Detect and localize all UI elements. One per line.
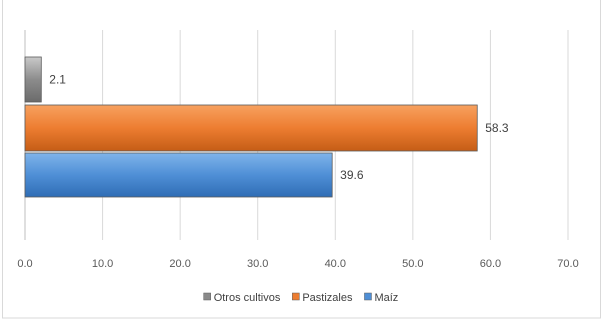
- x-tick-label: 10.0: [92, 258, 113, 270]
- x-tick-label: 60.0: [480, 258, 501, 270]
- legend-swatch-otros-cultivos: [203, 292, 211, 301]
- legend-item-pastizales: Pastizales: [292, 292, 353, 304]
- legend-label-otros-cultivos: Otros cultivos: [214, 292, 281, 304]
- x-tick-label: 30.0: [247, 258, 268, 270]
- x-axis-ticks: 0.0 10.0 20.0 30.0 40.0 50.0 60.0 70.0: [17, 258, 578, 270]
- legend-swatch-maiz: [364, 292, 372, 301]
- legend-item-otros-cultivos: Otros cultivos: [203, 292, 281, 304]
- x-tick-label: 20.0: [169, 258, 190, 270]
- x-tick-label: 0.0: [17, 258, 32, 270]
- bar-maiz: [24, 152, 333, 198]
- legend-item-maiz: Maíz: [364, 292, 398, 304]
- legend-swatch-pastizales: [292, 292, 300, 301]
- x-tick-label: 40.0: [325, 258, 346, 270]
- legend-label-maiz: Maíz: [374, 292, 398, 304]
- bar-pastizales: [24, 104, 478, 152]
- x-tick-label: 70.0: [557, 258, 578, 270]
- data-label-pastizales: 58.3: [485, 121, 509, 135]
- bars: [24, 56, 478, 198]
- data-label-otros-cultivos: 2.1: [49, 73, 66, 87]
- bar-otros-cultivos: [24, 56, 42, 103]
- legend: Otros cultivos Pastizales Maíz: [203, 292, 398, 304]
- data-labels: 2.1 58.3 39.6: [49, 73, 509, 183]
- legend-label-pastizales: Pastizales: [302, 292, 353, 304]
- data-label-maiz: 39.6: [340, 168, 364, 182]
- x-tick-label: 50.0: [402, 258, 423, 270]
